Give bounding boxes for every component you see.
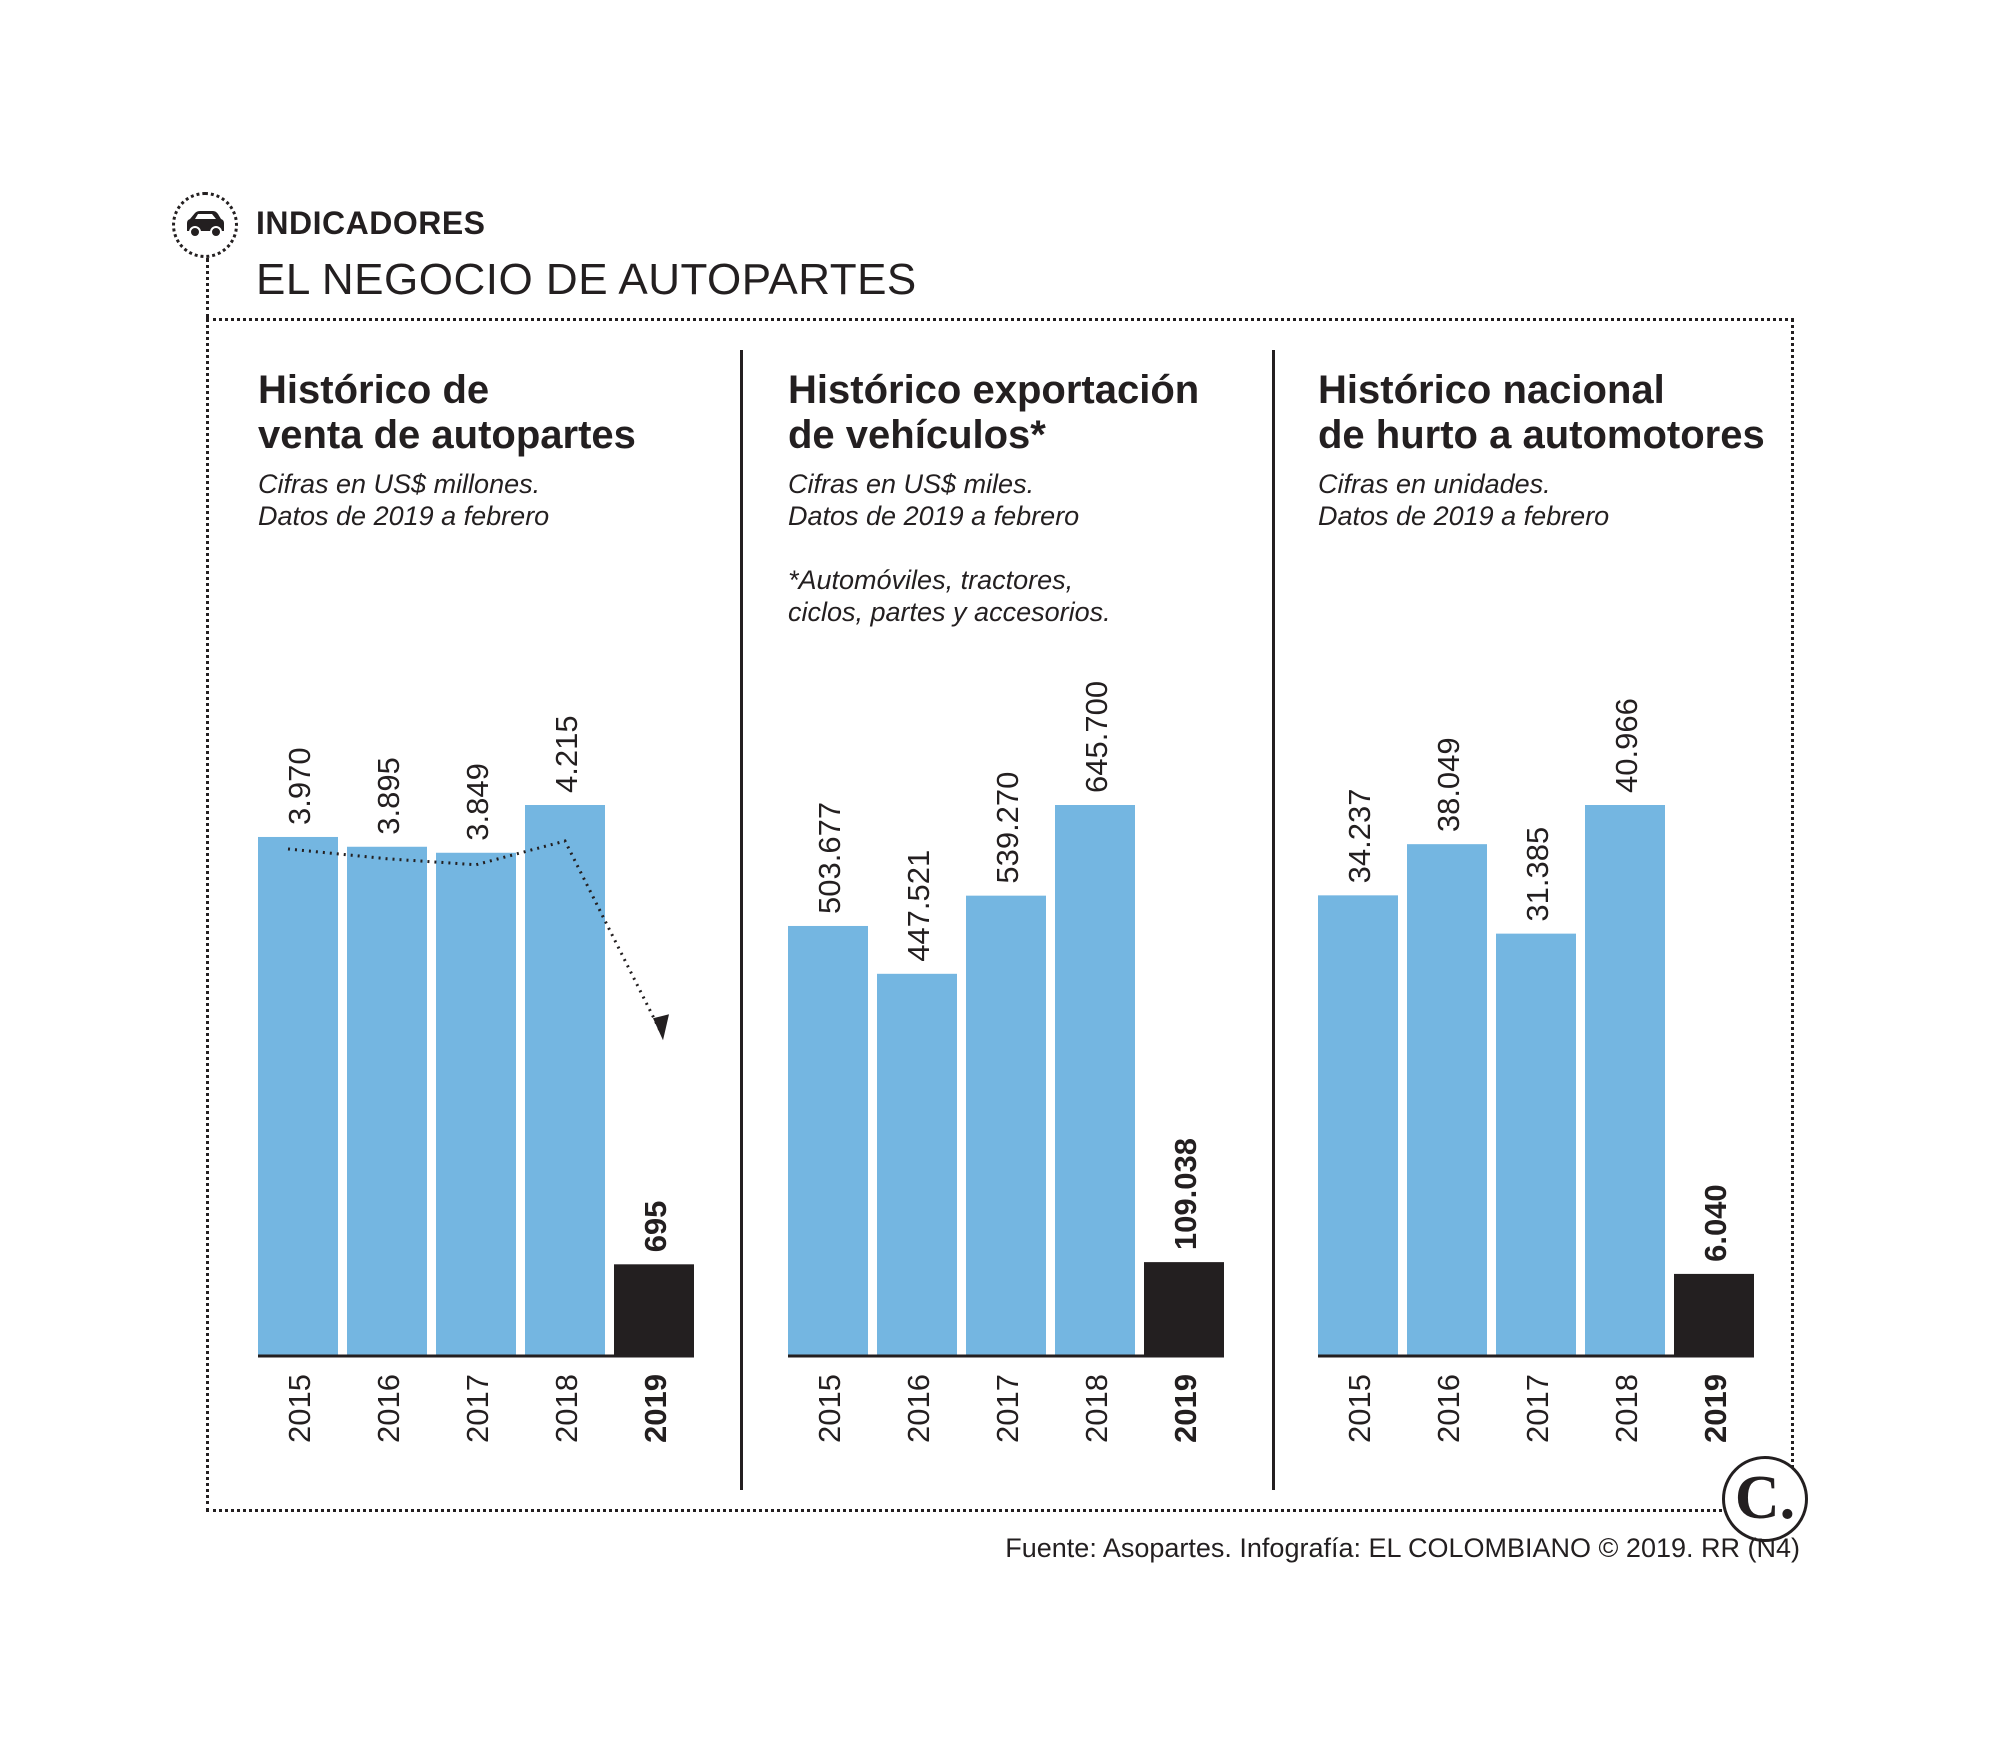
chart-frame: [206, 318, 1794, 1512]
panel-divider-1: [740, 350, 743, 1490]
bar-2017: [1496, 933, 1576, 1355]
panel-title: Histórico exportación de vehículos*: [788, 368, 1200, 457]
bar-2016: [877, 973, 957, 1355]
data-label-2015: 3.970: [282, 747, 317, 825]
data-label-2016: 38.049: [1431, 737, 1466, 832]
data-label-2018: 4.215: [549, 715, 584, 793]
tick-label-2019: 2019: [1698, 1374, 1733, 1443]
chart-panel-exportacion: Histórico exportación de vehículos* Cifr…: [788, 350, 1288, 1490]
tick-label-2019: 2019: [638, 1374, 673, 1443]
chart-panel-hurto: Histórico nacional de hurto a automotore…: [1318, 350, 1818, 1490]
tick-label-2018: 2018: [549, 1374, 584, 1443]
data-label-2019: 6.040: [1698, 1184, 1733, 1262]
data-label-2016: 3.895: [371, 757, 406, 835]
data-label-2018: 40.966: [1609, 698, 1644, 793]
tick-label-2016: 2016: [371, 1374, 406, 1443]
bar-2018: [1585, 805, 1665, 1355]
tick-label-2017: 2017: [460, 1374, 495, 1443]
tick-label-2015: 2015: [812, 1374, 847, 1443]
bar-2015: [788, 925, 868, 1355]
panel-subtitle: Cifras en US$ miles. Datos de 2019 a feb…: [788, 469, 1080, 531]
bar-2018: [525, 805, 605, 1355]
panel-title: Histórico de venta de autopartes: [258, 368, 636, 457]
bar-chart: 34.237 2015 38.049 2016 31.385 2017 40.966 2018…: [1318, 698, 1754, 1443]
tick-label-2015: 2015: [282, 1374, 317, 1443]
data-label-2016: 447.521: [901, 850, 936, 962]
bar-2016: [1407, 844, 1487, 1355]
bar-2018: [1055, 805, 1135, 1355]
chart-panel-autopartes: Histórico de venta de autopartes Cifras …: [258, 350, 758, 1490]
tick-label-2016: 2016: [1431, 1374, 1466, 1443]
tick-label-2016: 2016: [901, 1374, 936, 1443]
data-label-2017: 31.385: [1520, 827, 1555, 922]
bar-2015: [1318, 895, 1398, 1355]
data-label-2019: 109.038: [1168, 1138, 1203, 1250]
bar-2017: [966, 895, 1046, 1355]
header-kicker: INDICADORES: [256, 205, 486, 241]
data-label-2018: 645.700: [1079, 681, 1114, 793]
data-label-2015: 34.237: [1342, 789, 1377, 884]
tick-label-2017: 2017: [1520, 1374, 1555, 1443]
data-label-2015: 503.677: [812, 802, 847, 914]
tick-label-2017: 2017: [990, 1374, 1025, 1443]
bar-2015: [258, 836, 338, 1355]
tick-label-2018: 2018: [1079, 1374, 1114, 1443]
panel-subtitle: Cifras en unidades. Datos de 2019 a febr…: [1318, 469, 1610, 531]
data-label-2019: 695: [638, 1201, 673, 1253]
panel-subtitle: Cifras en US$ millones. Datos de 2019 a …: [258, 469, 550, 531]
trend-arrow-head: [653, 1014, 669, 1041]
panel-note: *Automóviles, tractores, ciclos, partes …: [788, 565, 1111, 627]
bar-2019: [614, 1264, 694, 1355]
header-icon-badge: [172, 192, 238, 258]
bar-2019: [1144, 1262, 1224, 1355]
source-credit: Fuente: Asopartes. Infografía: EL COLOMB…: [1005, 1533, 1800, 1563]
car-icon: [187, 211, 224, 238]
data-label-2017: 539.270: [990, 772, 1025, 884]
panel-title: Histórico nacional de hurto a automotore…: [1318, 368, 1765, 457]
tick-label-2019: 2019: [1168, 1374, 1203, 1443]
tick-label-2015: 2015: [1342, 1374, 1377, 1443]
bar-chart: 3.970 2015 3.895 2016 3.849 2017 4.215 2018 695 2…: [258, 715, 694, 1443]
bar-2017: [436, 852, 516, 1355]
bar-chart: 503.677 2015 447.521 2016 539.270 2017 645.700…: [788, 681, 1224, 1443]
header-connector: [206, 258, 209, 318]
data-label-2017: 3.849: [460, 763, 495, 841]
panel-divider-2: [1272, 350, 1275, 1490]
page-title: EL NEGOCIO DE AUTOPARTES: [256, 255, 917, 304]
el-colombiano-logo: C.: [1722, 1456, 1808, 1542]
tick-label-2018: 2018: [1609, 1374, 1644, 1443]
bar-2019: [1674, 1273, 1754, 1355]
bar-2016: [347, 846, 427, 1355]
